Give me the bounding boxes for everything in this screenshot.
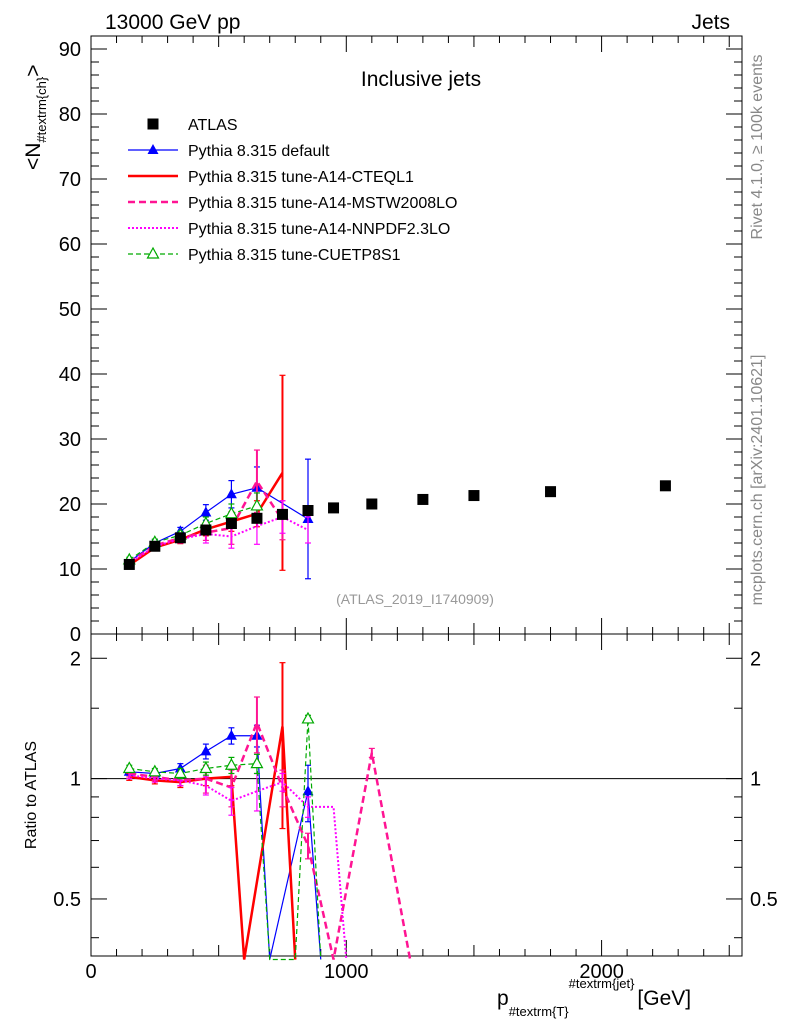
atlas-data-point <box>366 498 378 510</box>
ratio-y-tick-label-right: 2 <box>750 648 761 670</box>
atlas-data-point <box>149 540 161 552</box>
ratio-series-line <box>129 735 322 960</box>
ratio-marker <box>148 764 162 777</box>
ratio-series-group <box>122 662 412 961</box>
ratio-series-line <box>129 774 348 960</box>
x-axis-label: p#textrm{T} #textrm{jet}[GeV] <box>497 976 691 1019</box>
legend: ATLAS Pythia 8.315 default Pythia 8.315 tu… <box>128 117 457 264</box>
y-tick-label: 50 <box>59 299 81 321</box>
atlas-data-point <box>302 505 314 516</box>
ratio-y-tick-label: 2 <box>70 648 81 670</box>
legend-data-marker <box>147 118 159 130</box>
legend-label: Pythia 8.315 tune-A14-NNPDF2.3LO <box>188 221 450 238</box>
ratio-y-axis-label: Ratio to ATLAS <box>23 741 40 849</box>
atlas-data-point <box>200 524 212 536</box>
y-tick-label: 40 <box>59 364 81 386</box>
y-tick-label: 60 <box>59 234 81 256</box>
ratio-marker <box>199 761 213 774</box>
legend-label: Pythia 8.315 tune-CUETP8S1 <box>188 247 401 264</box>
header-energy-label: 13000 GeV pp <box>105 11 240 34</box>
series-marker <box>224 506 238 519</box>
y-tick-label: 0 <box>70 624 81 646</box>
y-axis-label: <N#textrm{ch}> <box>22 65 49 170</box>
rivet-version-label: Rivet 4.1.0, ≥ 100k events <box>749 55 766 240</box>
atlas-data-point <box>174 532 186 544</box>
legend-label: Pythia 8.315 default <box>188 143 330 160</box>
ratio-marker <box>225 729 237 740</box>
x-axis-label-unit: [GeV] <box>637 987 691 1010</box>
main-series-group <box>122 374 671 580</box>
atlas-data-point <box>545 486 557 498</box>
legend-label: ATLAS <box>188 117 238 134</box>
y-axis-label-main: <N <box>22 143 45 170</box>
atlas-data-point <box>328 502 340 514</box>
ratio-marker <box>200 745 212 756</box>
axis-ticks: 0 10 20 30 40 50 60 70 80 90 0 1000 2000 0.5 0.5 1 1 2 2 <box>53 35 778 983</box>
ratio-marker <box>224 758 238 770</box>
ratio-y-tick-label: 0.5 <box>53 889 81 911</box>
x-axis-label-sup: #textrm{jet} <box>569 976 635 991</box>
legend-marker <box>147 144 159 154</box>
ratio-marker <box>301 711 315 724</box>
ratio-marker <box>122 761 136 774</box>
x-tick-label: 2000 <box>579 961 624 983</box>
header-jets-label: Jets <box>691 11 730 34</box>
series-marker <box>225 488 237 499</box>
series-line <box>128 515 309 564</box>
x-axis-label-sub: #textrm{T} <box>509 1004 570 1019</box>
atlas-data-point <box>225 518 237 529</box>
series-marker <box>250 498 264 511</box>
ratio-y-tick-label: 1 <box>70 769 81 791</box>
x-tick-label: 1000 <box>324 961 369 983</box>
y-tick-label: 70 <box>59 169 81 191</box>
atlas-data-point <box>659 480 671 492</box>
ratio-series-line <box>129 719 412 960</box>
ratio-series-line <box>129 726 297 960</box>
legend-marker <box>146 246 160 259</box>
ratio-marker <box>173 766 187 779</box>
atlas-data-point <box>251 512 263 524</box>
y-tick-label: 20 <box>59 494 81 516</box>
y-tick-label: 90 <box>59 39 81 61</box>
analysis-tag: (ATLAS_2019_I1740909) <box>336 591 494 607</box>
ratio-plot-frame <box>90 633 743 957</box>
chart-title: Inclusive jets <box>361 68 481 91</box>
atlas-data-point <box>417 493 429 505</box>
x-axis-label-main: p <box>497 987 509 1010</box>
y-tick-label: 10 <box>59 559 81 581</box>
x-tick-label: 0 <box>85 961 96 983</box>
series-marker <box>200 506 212 517</box>
y-axis-label-sub: #textrm{ch} <box>34 76 49 142</box>
atlas-data-point <box>123 558 135 570</box>
ratio-marker <box>302 785 314 796</box>
ratio-series-line <box>129 718 322 961</box>
ratio-marker <box>250 756 264 769</box>
atlas-data-point <box>276 508 288 520</box>
atlas-data-point <box>468 490 480 502</box>
y-tick-label: 80 <box>59 104 81 126</box>
y-tick-label: 30 <box>59 429 81 451</box>
mcplots-label: mcplots.cern.ch [arXiv:2401.10621] <box>749 355 766 606</box>
ratio-y-tick-label-right: 1 <box>750 769 761 791</box>
legend-label: Pythia 8.315 tune-A14-MSTW2008LO <box>188 195 457 212</box>
legend-label: Pythia 8.315 tune-A14-CTEQL1 <box>188 169 414 186</box>
ratio-y-tick-label-right: 0.5 <box>750 889 778 911</box>
y-axis-label-close: > <box>22 65 45 77</box>
